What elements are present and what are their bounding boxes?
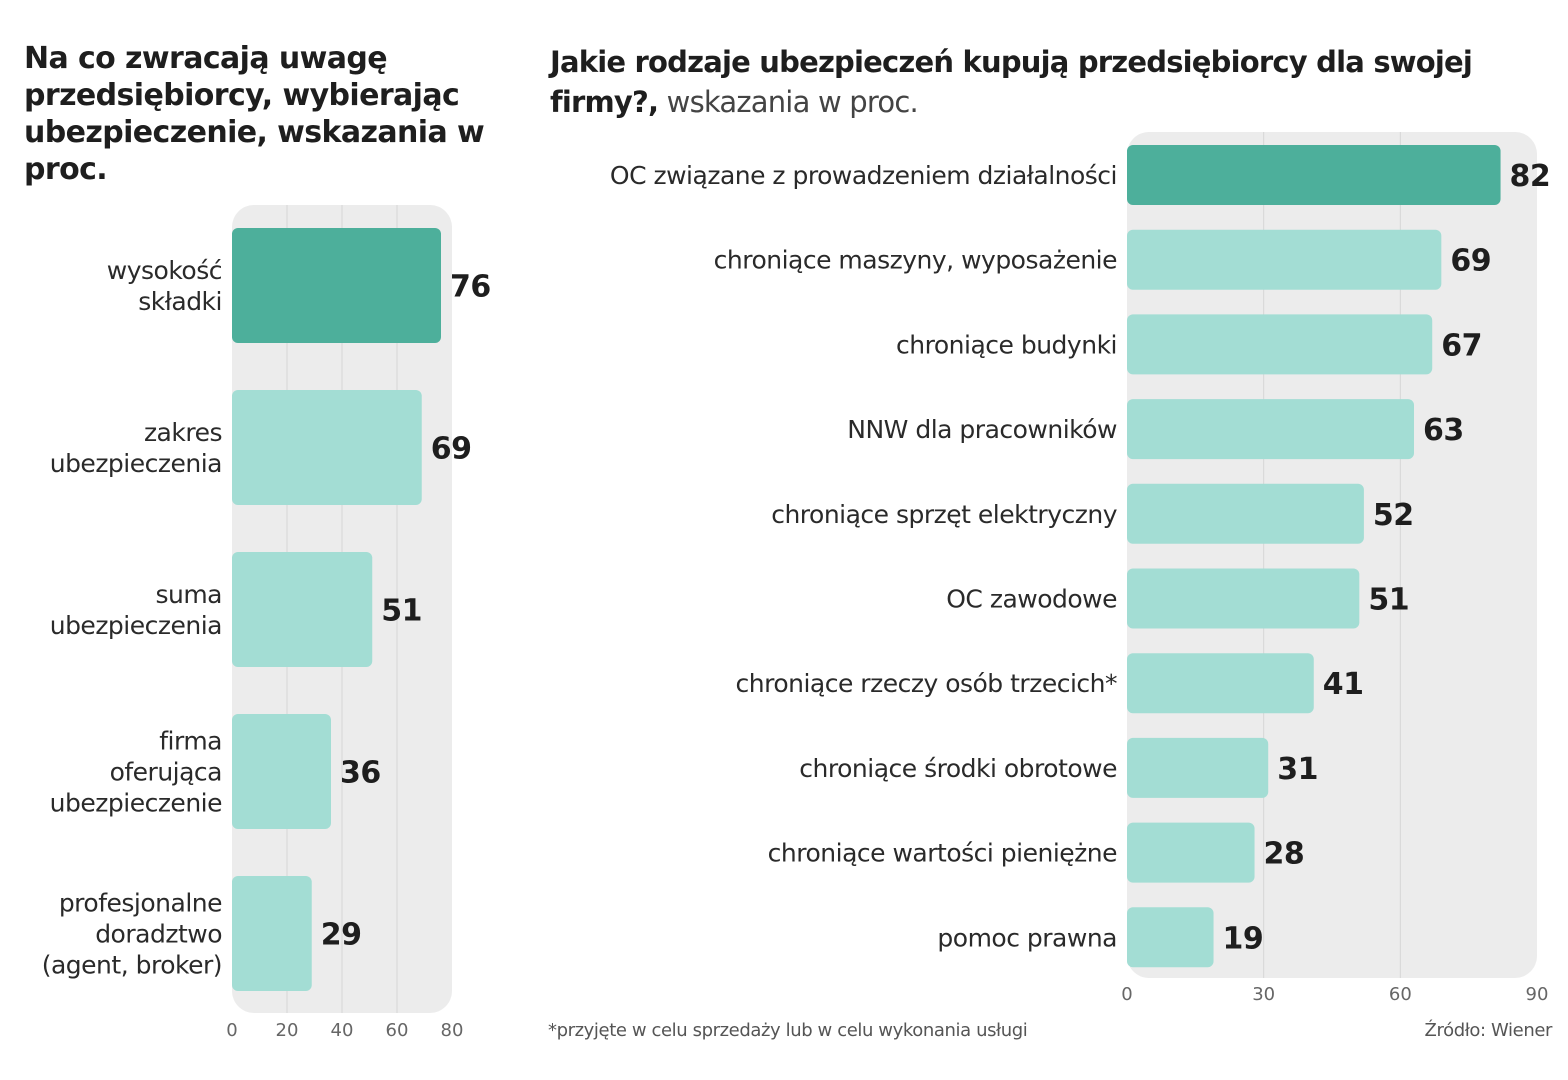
category-label: OC zawodowe [946, 585, 1117, 614]
x-tick-label: 80 [441, 1020, 464, 1041]
category-label-line: chroniące maszyny, wyposażenie [714, 246, 1117, 275]
category-label: profesjonalne doradztwo (agent, broker) [42, 889, 222, 980]
x-tick-label: 0 [226, 1020, 237, 1041]
bar [1127, 314, 1433, 375]
category-label-line: oferująca [110, 758, 222, 787]
footnote: *przyjęte w celu sprzedaży lub w celu wy… [548, 1020, 1028, 1041]
value-label: 69 [1450, 244, 1491, 279]
right-title-bold: Jakie rodzaje ubezpieczeń kupują przedsi… [550, 45, 1473, 119]
bar [1127, 653, 1314, 714]
source-note: Źródło: Wiener [1424, 1020, 1553, 1041]
value-label: 63 [1423, 413, 1464, 448]
category-label-line: suma [155, 580, 222, 609]
x-tick-label: 90 [1526, 984, 1549, 1005]
category-label: OC związane z prowadzeniem działalności [610, 161, 1117, 190]
category-label: chroniące sprzęt elektryczny [771, 500, 1117, 529]
bar [1127, 737, 1269, 798]
value-label: 51 [381, 594, 422, 629]
category-label-line: firma [159, 727, 222, 756]
category-label: zakres ubezpieczenia [50, 418, 222, 478]
category-label: chroniące maszyny, wyposażenie [714, 246, 1117, 275]
x-tick-label: 60 [1389, 984, 1412, 1005]
category-label-line: chroniące rzeczy osób trzecich* [736, 669, 1118, 698]
value-label: 69 [431, 432, 472, 467]
bar [232, 876, 312, 991]
bar [1127, 399, 1414, 460]
left-chart-title: Na co zwracają uwagę przedsiębiorcy, wyb… [24, 41, 485, 187]
value-label: 82 [1510, 159, 1551, 194]
category-label-line: chroniące budynki [896, 330, 1117, 359]
bar [1127, 822, 1255, 883]
value-label: 19 [1223, 921, 1264, 956]
right-title-light: wskazania w proc. [658, 85, 919, 119]
category-label: chroniące środki obrotowe [799, 754, 1117, 783]
category-label-line: wysokość [107, 256, 222, 285]
category-label-line: pomoc prawna [937, 923, 1117, 952]
x-tick-label: 20 [276, 1020, 299, 1041]
category-label-line: ubezpieczenia [50, 449, 222, 478]
category-label-line: chroniące sprzęt elektryczny [771, 500, 1117, 529]
category-label-line: składki [138, 287, 222, 316]
x-tick-label: 0 [1121, 984, 1132, 1005]
category-label: wysokość składki [107, 256, 222, 316]
x-tick-label: 60 [386, 1020, 409, 1041]
category-label-line: ubezpieczenie [50, 789, 222, 818]
value-label: 28 [1264, 837, 1305, 872]
bar [1127, 229, 1442, 290]
bar [232, 552, 373, 667]
value-label: 31 [1277, 752, 1318, 787]
x-tick-label: 30 [1252, 984, 1275, 1005]
category-label-line: chroniące wartości pieniężne [768, 839, 1117, 868]
category-label-line: profesjonalne [59, 889, 222, 918]
value-label: 41 [1323, 667, 1364, 702]
category-label: chroniące rzeczy osób trzecich* [736, 669, 1118, 698]
bar [232, 228, 441, 343]
bar [232, 390, 422, 505]
bar [1127, 568, 1360, 629]
right-chart-title: Jakie rodzaje ubezpieczeń kupują przedsi… [550, 42, 1560, 122]
category-label-line: zakres [144, 418, 222, 447]
value-label: 76 [450, 270, 491, 305]
value-label: 36 [340, 756, 381, 791]
bar [1127, 907, 1214, 968]
category-label-line: (agent, broker) [42, 951, 222, 980]
category-label-line: doradztwo [95, 920, 222, 949]
bar [232, 714, 331, 829]
bar [1127, 145, 1501, 205]
category-label-line: chroniące środki obrotowe [799, 754, 1117, 783]
category-label: firma oferująca ubezpieczenie [50, 727, 222, 818]
category-label-line: OC związane z prowadzeniem działalności [610, 161, 1117, 190]
value-label: 51 [1368, 583, 1409, 618]
category-label: NNW dla pracowników [847, 415, 1117, 444]
category-label: chroniące wartości pieniężne [768, 839, 1117, 868]
bar [1127, 483, 1364, 544]
category-label: suma ubezpieczenia [50, 580, 222, 640]
value-label: 52 [1373, 498, 1414, 533]
category-label: chroniące budynki [896, 330, 1117, 359]
category-label-line: OC zawodowe [946, 585, 1117, 614]
value-label: 29 [321, 918, 362, 953]
category-label: pomoc prawna [937, 923, 1117, 952]
x-tick-label: 40 [331, 1020, 354, 1041]
category-label-line: NNW dla pracowników [847, 415, 1117, 444]
value-label: 67 [1441, 328, 1482, 363]
right-bar-chart: 82 OC związane z prowadzeniem działalnośc… [610, 132, 1551, 1005]
category-label-line: ubezpieczenia [50, 611, 222, 640]
